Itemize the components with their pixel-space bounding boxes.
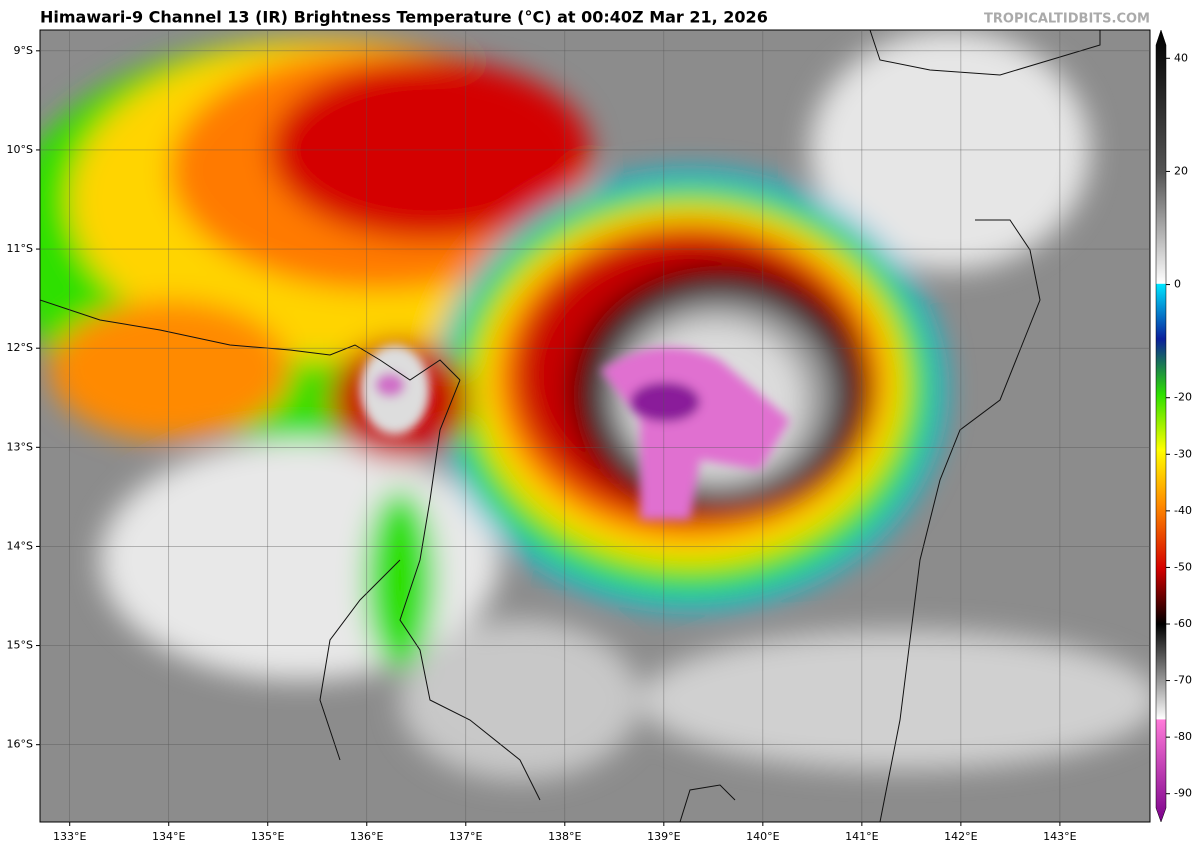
colorbar-tick-label: -50 bbox=[1174, 560, 1192, 573]
lon-tick-label: 138°E bbox=[548, 830, 581, 843]
colorbar: 40 20 0 -20 -30 -40 -50 -60 -70 -80 -90 bbox=[1155, 29, 1192, 823]
map-title: Himawari-9 Channel 13 (IR) Brightness Te… bbox=[40, 8, 768, 27]
credit: TROPICALTIDBITS.COM bbox=[984, 12, 1150, 27]
colorbar-tick-label: -40 bbox=[1174, 504, 1192, 517]
lon-tick-label: 137°E bbox=[449, 830, 482, 843]
colorbar-tick-label: -80 bbox=[1174, 730, 1192, 743]
lon-tick-label: 136°E bbox=[350, 830, 383, 843]
lon-tick-label: 140°E bbox=[746, 830, 779, 843]
colorbar-tick-label: 40 bbox=[1174, 51, 1188, 64]
lat-tick-label: 10°S bbox=[7, 143, 33, 156]
lat-tick-label: 12°S bbox=[7, 341, 33, 354]
lat-tick-label: 15°S bbox=[7, 639, 33, 652]
lon-tick-label: 143°E bbox=[1043, 830, 1076, 843]
lon-tick-label: 139°E bbox=[647, 830, 680, 843]
colorbar-tick-label: -60 bbox=[1174, 617, 1192, 630]
colorbar-tick-label: 0 bbox=[1174, 278, 1181, 291]
lat-tick-label: 13°S bbox=[7, 440, 33, 453]
colorbar-tick-label: -90 bbox=[1174, 787, 1192, 800]
colorbar-tick-label: -30 bbox=[1174, 447, 1192, 460]
lon-tick-label: 134°E bbox=[152, 830, 185, 843]
colorbar-tick-label: -70 bbox=[1174, 674, 1192, 687]
colorbar-tick-label: -20 bbox=[1174, 391, 1192, 404]
lon-tick-label: 141°E bbox=[845, 830, 878, 843]
lat-tick-label: 9°S bbox=[14, 44, 33, 57]
graticule: 9°S 10°S 11°S 12°S 13°S 14°S 15°S 16°S 133°E 134°… bbox=[7, 30, 1150, 843]
imagery bbox=[40, 30, 1150, 822]
colorbar-tick-label: 20 bbox=[1174, 164, 1188, 177]
lat-tick-label: 11°S bbox=[7, 242, 33, 255]
lat-tick-label: 14°S bbox=[7, 539, 33, 552]
lat-tick-label: 16°S bbox=[7, 738, 33, 751]
lon-tick-label: 135°E bbox=[251, 830, 284, 843]
lon-tick-label: 133°E bbox=[53, 830, 86, 843]
map-frame bbox=[39, 29, 1151, 823]
lon-tick-label: 142°E bbox=[944, 830, 977, 843]
